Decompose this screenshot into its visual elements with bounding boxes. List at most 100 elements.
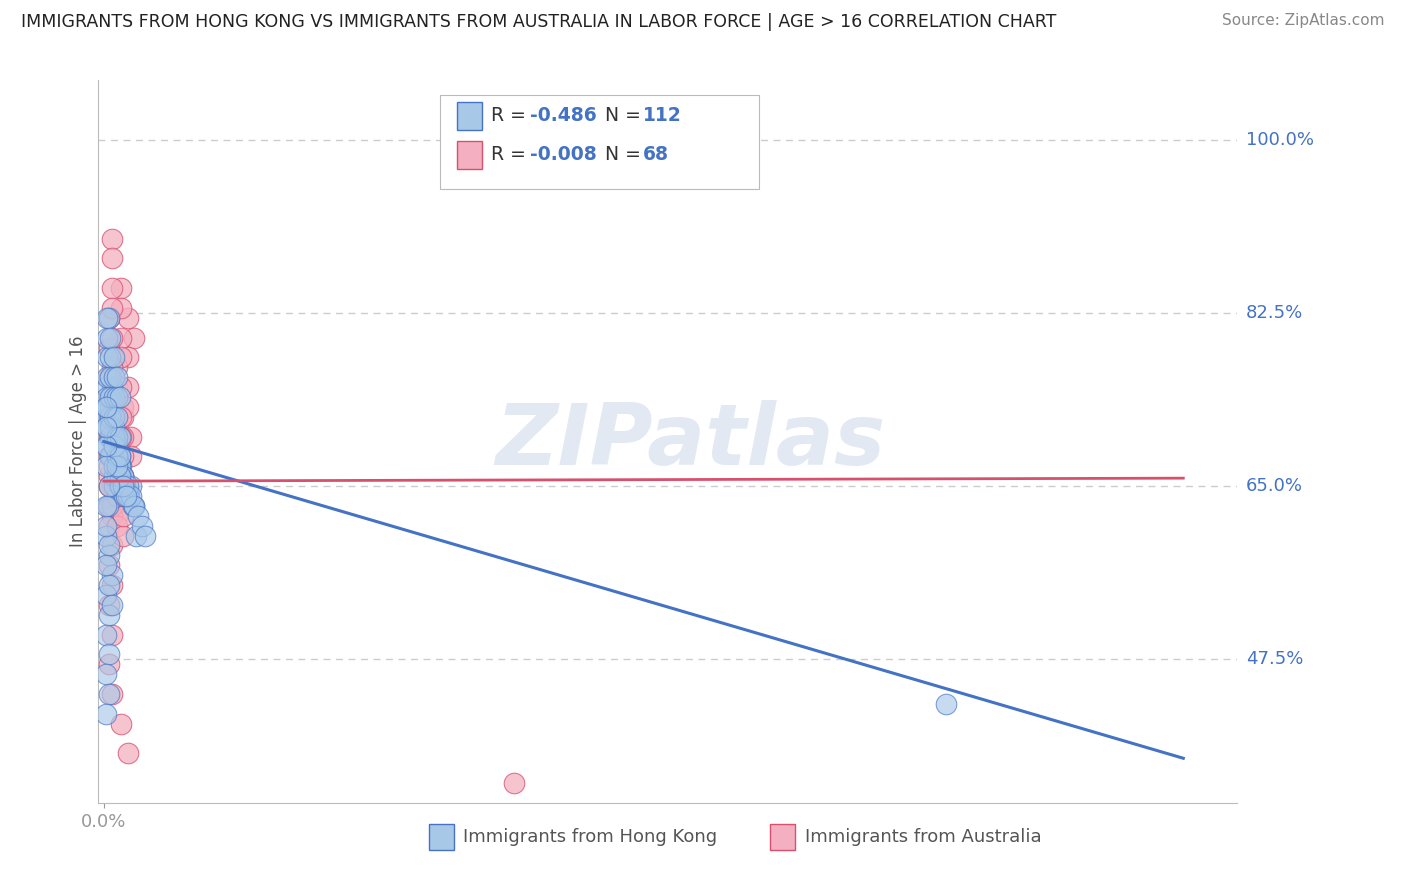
Point [105,489,128,503]
Point [134,528,156,542]
Point [96,390,118,404]
Point [103,459,125,474]
Point [98,351,121,365]
Point [98,469,121,483]
Point [101,508,124,523]
Point [105,429,128,443]
Point [96,400,118,414]
Point [122,499,145,513]
Point [105,409,128,424]
Text: 68: 68 [643,145,669,164]
Point [112,479,135,493]
Point [108,479,131,493]
Point [96,330,118,344]
Point [114,479,136,493]
Point [120,429,142,443]
Point [108,469,131,483]
Point [110,409,132,424]
Point [112,479,135,493]
Point [98,429,121,443]
Point [98,429,121,443]
Point [98,549,121,563]
Point [127,508,149,523]
Point [101,360,124,375]
Point [98,459,121,474]
Point [110,716,132,731]
Point [98,310,121,325]
Point [105,450,128,464]
Point [98,607,121,622]
Point [100,409,122,424]
Point [103,440,125,454]
Point [112,489,135,503]
Point [98,558,121,573]
Point [122,499,145,513]
Point [117,489,139,503]
Point [98,499,121,513]
Point [104,429,127,443]
Point [101,301,124,315]
Point [96,380,118,394]
Point [98,370,121,384]
Point [101,380,124,394]
Point [101,419,124,434]
Point [98,429,121,443]
Point [101,390,124,404]
Point [122,499,145,513]
Point [96,351,118,365]
Point [94,588,117,602]
Text: IMMIGRANTS FROM HONG KONG VS IMMIGRANTS FROM AUSTRALIA IN LABOR FORCE | AGE > 16: IMMIGRANTS FROM HONG KONG VS IMMIGRANTS … [21,13,1056,31]
Point [98,479,121,493]
Point [101,539,124,553]
Point [96,419,118,434]
Text: N =: N = [605,106,647,126]
FancyBboxPatch shape [457,141,482,169]
Point [98,648,121,662]
Point [110,469,132,483]
Point [105,440,128,454]
Point [97,499,120,513]
Point [108,450,131,464]
Point [103,390,125,404]
Point [112,469,135,483]
Point [110,281,132,295]
Point [117,310,139,325]
Text: Immigrants from Hong Kong: Immigrants from Hong Kong [463,829,717,847]
Point [98,409,121,424]
Point [503,776,526,790]
Point [101,281,124,295]
FancyBboxPatch shape [457,102,482,130]
Point [108,390,131,404]
Point [98,479,121,493]
Point [98,370,121,384]
Point [101,450,124,464]
Point [101,578,124,592]
Point [103,469,125,483]
Point [110,380,132,394]
Point [98,341,121,355]
Point [112,409,135,424]
Point [101,687,124,701]
Point [96,310,118,325]
Point [117,489,139,503]
Point [104,450,127,464]
Point [108,479,131,493]
Point [105,489,128,503]
Point [98,409,121,424]
Point [105,380,128,394]
Point [103,429,125,443]
Point [101,252,124,266]
Point [108,469,131,483]
Point [94,706,117,721]
Point [112,469,135,483]
Point [94,499,117,513]
Point [94,667,117,681]
Text: ZIPatlas: ZIPatlas [495,400,886,483]
Point [105,429,128,443]
Point [101,479,124,493]
Point [105,450,128,464]
Point [94,419,117,434]
Point [96,409,118,424]
Point [117,380,139,394]
Point [101,598,124,612]
